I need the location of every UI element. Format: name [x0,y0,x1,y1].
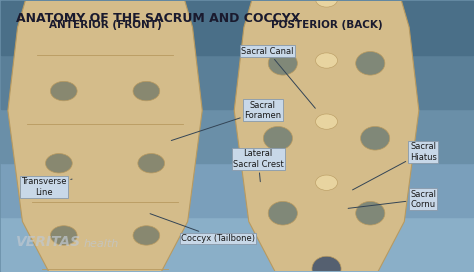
Text: Sacral
Hiatus: Sacral Hiatus [353,143,437,190]
Text: health: health [84,239,119,249]
Text: VERITAS: VERITAS [16,235,81,249]
Text: Sacral
Cornu: Sacral Cornu [348,190,436,209]
Text: POSTERIOR (BACK): POSTERIOR (BACK) [271,20,383,30]
Bar [1,109,473,163]
Ellipse shape [356,51,385,75]
Text: Transverse
Line: Transverse Line [21,177,72,197]
Text: Sacral Canal: Sacral Canal [241,47,315,108]
Ellipse shape [138,153,164,173]
Polygon shape [234,0,419,272]
Ellipse shape [361,126,390,150]
Ellipse shape [268,51,297,75]
Ellipse shape [316,114,337,129]
Ellipse shape [133,226,160,245]
Ellipse shape [316,175,337,190]
Text: ANTERIOR (FRONT): ANTERIOR (FRONT) [49,20,162,30]
Ellipse shape [316,53,337,68]
Ellipse shape [264,126,292,150]
Bar [1,163,473,217]
Ellipse shape [316,0,337,7]
Ellipse shape [50,81,77,101]
Bar [1,1,473,55]
Ellipse shape [356,202,385,225]
Bar [1,55,473,109]
Text: Sacral
Foramen: Sacral Foramen [171,101,282,141]
Text: ANATOMY OF THE SACRUM AND COCCYX: ANATOMY OF THE SACRUM AND COCCYX [16,12,300,25]
Text: Lateral
Sacral Crest: Lateral Sacral Crest [233,149,283,182]
Ellipse shape [312,256,341,272]
Bar [1,217,473,271]
Polygon shape [8,0,202,272]
Text: Coccyx (Tailbone): Coccyx (Tailbone) [150,214,255,243]
Ellipse shape [50,226,77,245]
Ellipse shape [268,202,297,225]
Ellipse shape [46,153,72,173]
Ellipse shape [133,81,160,101]
